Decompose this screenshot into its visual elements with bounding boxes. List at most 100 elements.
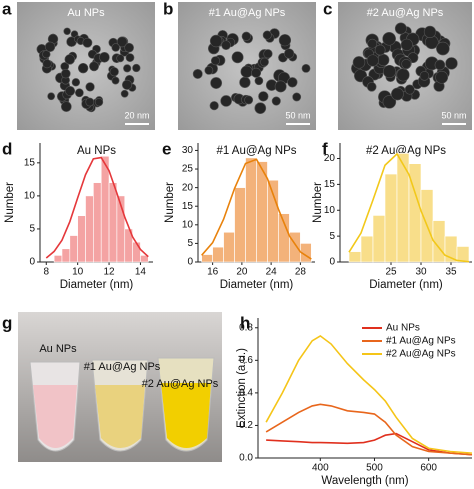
particle <box>367 38 378 49</box>
bar <box>53 255 63 263</box>
y-axis-label: Extinction (a.u.) <box>236 348 248 428</box>
particle <box>292 92 302 102</box>
y-tick-label: 10 <box>324 205 336 216</box>
particle <box>204 66 214 75</box>
particle <box>352 56 366 69</box>
particle <box>271 96 281 106</box>
bar <box>93 182 102 263</box>
bar <box>289 231 301 263</box>
particle <box>287 77 298 88</box>
particle <box>132 63 141 73</box>
particle <box>260 57 269 67</box>
bar <box>245 157 257 263</box>
particle <box>366 81 377 92</box>
particle <box>382 95 397 109</box>
bar <box>234 187 246 263</box>
fit-curve <box>348 152 470 263</box>
bar <box>456 246 470 263</box>
particle <box>74 88 84 98</box>
particle <box>99 52 110 63</box>
particle <box>394 22 407 35</box>
bar <box>100 155 110 263</box>
y-axis-label: Number <box>164 182 176 223</box>
bar <box>61 248 71 263</box>
y-tick-label: 20 <box>182 182 194 193</box>
tem-image: Au NPs 20 nm <box>17 2 155 130</box>
particle <box>423 25 437 38</box>
tube <box>157 357 215 452</box>
photo-label: Au NPs <box>39 343 77 355</box>
photo-label: #2 Au@Ag NPs <box>142 378 219 390</box>
x-tick-label: 25 <box>385 267 397 278</box>
particle <box>419 71 430 81</box>
y-tick-label: 0 <box>329 257 335 268</box>
bar <box>396 153 410 263</box>
particle <box>435 70 449 84</box>
x-tick-label: 8 <box>43 267 49 278</box>
photo: Au NPs #1 Au@Ag NPs #2 Au@Ag NPs <box>18 312 222 462</box>
scale-label: 20 nm <box>124 110 149 120</box>
tem-image: #1 Au@Ag NPs 50 nm <box>178 2 316 130</box>
photo-label: #1 Au@Ag NPs <box>84 361 161 373</box>
particle <box>210 77 223 89</box>
particle <box>263 49 273 59</box>
line <box>265 403 473 456</box>
particle <box>366 54 379 67</box>
panel-letter: a <box>2 0 12 18</box>
y-tick-label: 0.0 <box>239 453 253 464</box>
particle <box>391 87 404 101</box>
x-axis-label: Diameter (nm) <box>220 279 294 291</box>
bar <box>348 251 362 263</box>
particle <box>382 31 396 46</box>
fit-curve <box>45 156 149 259</box>
particle <box>121 79 133 90</box>
particle <box>240 65 253 78</box>
particle <box>210 56 221 66</box>
panel-letter: h <box>240 313 250 332</box>
particle <box>434 59 446 71</box>
particle <box>123 64 132 73</box>
tube <box>29 361 81 452</box>
bar <box>140 255 149 263</box>
particle <box>244 95 254 105</box>
particle <box>85 82 95 92</box>
bar <box>132 241 141 263</box>
x-tick-label: 35 <box>445 267 457 278</box>
particle <box>231 51 244 64</box>
particle <box>209 34 223 48</box>
x-tick-label: 400 <box>312 463 329 474</box>
chart-title: #2 Au@Ag NPs <box>366 145 446 157</box>
bar <box>360 235 374 263</box>
chart-title: #1 Au@Ag NPs <box>216 145 296 157</box>
x-tick-label: 30 <box>415 267 427 278</box>
y-tick-label: 5 <box>329 231 335 242</box>
particle <box>64 54 75 65</box>
particle <box>401 59 412 69</box>
y-tick-label: 0.2 <box>239 420 253 431</box>
particle <box>61 68 71 79</box>
particle <box>274 80 287 93</box>
x-tick-label: 12 <box>103 267 115 278</box>
particle <box>111 43 120 52</box>
x-tick-label: 600 <box>420 463 437 474</box>
particle <box>44 41 56 52</box>
line <box>265 334 473 454</box>
x-tick-label: 28 <box>295 267 307 278</box>
fit-curve <box>201 158 312 260</box>
particle <box>109 67 119 77</box>
particle <box>124 42 134 53</box>
y-tick-label: 10 <box>24 191 36 202</box>
bar <box>372 215 386 263</box>
particle <box>262 30 272 40</box>
y-tick-label: 5 <box>187 238 193 249</box>
line <box>266 432 473 456</box>
particle <box>221 40 231 50</box>
panel-letter: d <box>2 139 12 158</box>
scale-label: 50 nm <box>441 110 466 120</box>
tem-label: #1 Au@Ag NPs <box>209 7 286 19</box>
bar <box>108 182 118 263</box>
x-tick-label: 16 <box>207 267 219 278</box>
particle <box>65 85 76 96</box>
particle <box>94 98 104 107</box>
tem-image: #2 Au@Ag NPs 50 nm <box>338 2 472 130</box>
